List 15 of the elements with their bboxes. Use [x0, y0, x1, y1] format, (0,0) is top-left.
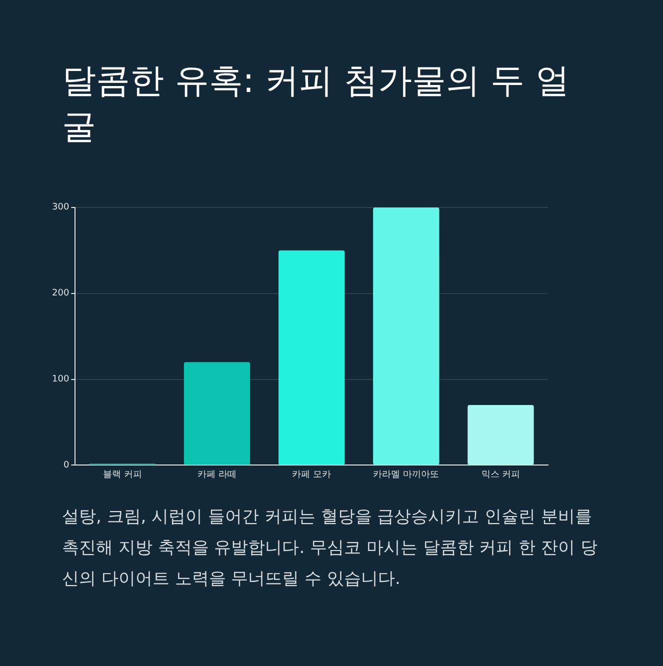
bar [278, 250, 345, 465]
x-tick-label: 믹스 커피 [481, 470, 520, 480]
chart-title: 달콤한 유혹: 커피 첨가물의 두 얼굴 [62, 60, 570, 149]
x-tick-label: 카페 모카 [292, 470, 332, 480]
bar [184, 362, 250, 465]
bar [468, 405, 534, 465]
text: 설탕, 크림, 시럽이 들어간 커피는 혈당을 급상승시키고 인슐린 분비를 촉진해 지방 축적을 유발합니다. 무심코 마시는 달콤한 커피 한 잔이 당신의 다이어트 노력을 무너뜨릴 수 있습니다. [62, 506, 598, 591]
x-tick-label: 카페 라떼 [198, 470, 236, 480]
y-tick-label: 0 [63, 460, 70, 471]
x-tick-label: 카라멜 마끼아또 [373, 470, 440, 480]
y-tick-label: 300 [52, 202, 70, 213]
bar [373, 207, 440, 465]
y-tick-label: 200 [52, 288, 70, 299]
y-tick-label: 100 [52, 374, 70, 385]
x-tick-label: 블랙 커피 [103, 470, 142, 480]
